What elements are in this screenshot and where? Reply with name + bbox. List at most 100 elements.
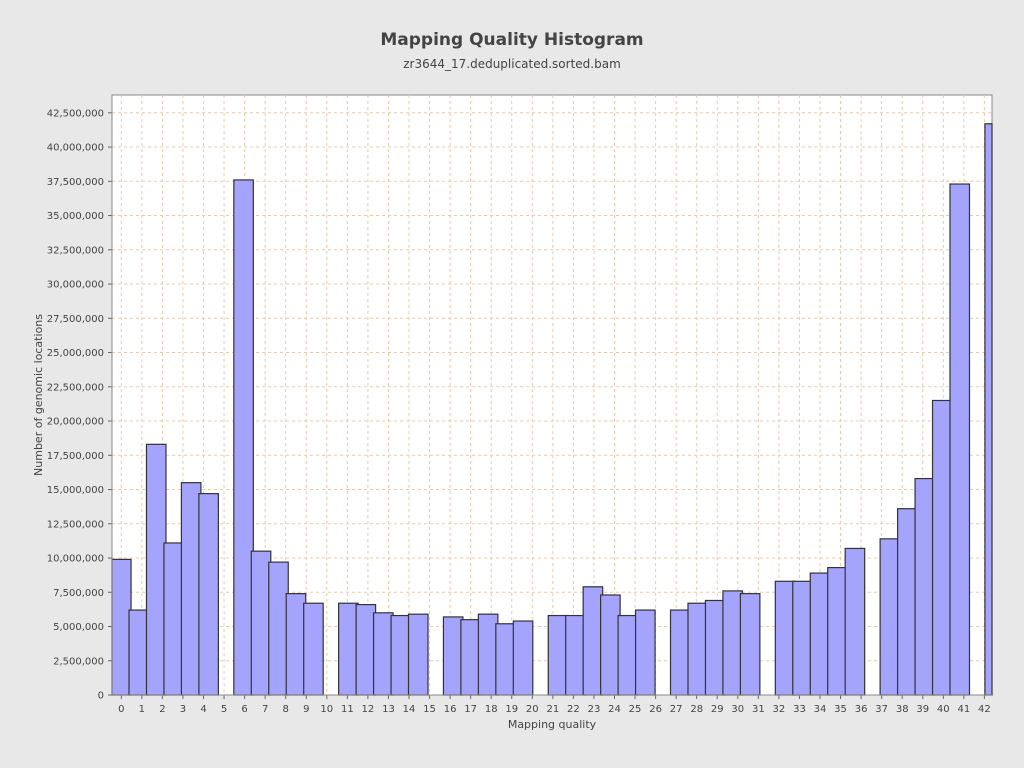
x-tick-label: 5	[221, 704, 227, 715]
x-tick-label: 14	[403, 704, 416, 715]
histogram-bar	[268, 561, 289, 696]
histogram-bar	[128, 609, 150, 696]
histogram-bar	[338, 602, 359, 696]
y-tick-label: 32,500,000	[47, 245, 104, 256]
x-tick-label: 18	[485, 704, 498, 715]
histogram-bar	[931, 399, 953, 696]
histogram-bar	[460, 619, 481, 696]
histogram-bar	[565, 614, 586, 696]
histogram-bar	[669, 609, 691, 696]
y-tick-label: 25,000,000	[47, 348, 104, 359]
x-tick-label: 17	[464, 704, 477, 715]
histogram-bar	[512, 620, 534, 696]
histogram-bar	[198, 493, 219, 696]
y-tick-label: 40,000,000	[47, 143, 104, 154]
histogram-bar	[687, 602, 709, 696]
histogram-bar	[827, 567, 848, 696]
histogram-bar	[233, 179, 254, 696]
x-tick-label: 35	[834, 704, 847, 715]
x-tick-label: 8	[283, 704, 289, 715]
histogram-bar	[600, 594, 621, 696]
x-axis-label: Mapping quality	[508, 718, 597, 731]
y-tick-label: 12,500,000	[47, 519, 104, 530]
histogram-bar	[617, 614, 639, 696]
x-tick-label: 9	[303, 704, 309, 715]
histogram-bar	[844, 547, 866, 696]
x-tick-label: 27	[670, 704, 683, 715]
x-tick-label: 19	[505, 704, 518, 715]
y-tick-label: 7,500,000	[53, 588, 104, 599]
histogram-bar	[303, 602, 324, 696]
histogram-bar	[547, 614, 569, 696]
histogram-bar	[792, 580, 813, 696]
x-tick-label: 33	[793, 704, 806, 715]
histogram-bar	[914, 477, 936, 696]
y-tick-label: 30,000,000	[47, 280, 104, 291]
histogram-bar	[407, 613, 429, 696]
x-tick-label: 20	[526, 704, 539, 715]
y-tick-label: 0	[98, 691, 104, 702]
x-tick-label: 31	[752, 704, 765, 715]
y-tick-label: 20,000,000	[47, 417, 104, 428]
x-tick-label: 38	[896, 704, 909, 715]
x-tick-label: 32	[773, 704, 786, 715]
y-tick-label: 35,000,000	[47, 211, 104, 222]
histogram-bar	[355, 603, 377, 696]
x-tick-label: 39	[916, 704, 929, 715]
x-tick-label: 25	[629, 704, 642, 715]
histogram-bar	[722, 590, 744, 696]
histogram-bar	[879, 538, 901, 696]
x-tick-label: 7	[262, 704, 268, 715]
bars	[111, 123, 993, 696]
y-tick-label: 17,500,000	[47, 451, 104, 462]
x-tick-label: 22	[567, 704, 580, 715]
x-tick-label: 10	[320, 704, 333, 715]
x-tick-label: 28	[690, 704, 703, 715]
x-tick-label: 41	[957, 704, 970, 715]
x-tick-label: 6	[241, 704, 247, 715]
y-tick-label: 27,500,000	[47, 314, 104, 325]
y-tick-label: 15,000,000	[47, 485, 104, 496]
x-tick-label: 4	[200, 704, 206, 715]
histogram-bar	[477, 613, 499, 696]
x-tick-label: 40	[937, 704, 950, 715]
chart-title: Mapping Quality Histogram	[380, 30, 644, 50]
histogram-bar	[809, 572, 831, 696]
histogram-bar	[372, 612, 394, 696]
histogram-bar	[180, 482, 202, 696]
histogram-bar	[442, 616, 464, 696]
x-tick-label: 12	[362, 704, 375, 715]
x-tick-label: 2	[159, 704, 165, 715]
y-tick-label: 37,500,000	[47, 177, 104, 188]
histogram-bar	[390, 614, 412, 696]
x-tick-label: 23	[588, 704, 601, 715]
y-tick-label: 2,500,000	[53, 656, 104, 667]
histogram-bar	[495, 623, 516, 696]
x-tick-label: 37	[875, 704, 888, 715]
x-tick-label: 0	[118, 704, 124, 715]
x-tick-label: 3	[180, 704, 186, 715]
x-tick-label: 16	[444, 704, 457, 715]
y-tick-label: 10,000,000	[47, 554, 104, 565]
x-tick-label: 11	[341, 704, 354, 715]
histogram-bar	[739, 593, 761, 696]
x-tick-label: 24	[608, 704, 621, 715]
x-tick-label: 36	[855, 704, 868, 715]
chart-subtitle: zr3644_17.deduplicated.sorted.bam	[403, 57, 621, 71]
histogram-bar	[145, 443, 167, 696]
histogram-bar	[774, 580, 796, 696]
histogram-bar	[250, 550, 272, 696]
histogram-bar	[163, 542, 185, 696]
histogram-bar	[285, 593, 307, 696]
axes: 02,500,0005,000,0007,500,00010,000,00012…	[47, 95, 992, 715]
x-tick-label: 30	[731, 704, 744, 715]
histogram-bar	[984, 123, 993, 696]
y-axis-label: Number of genomic locations	[32, 314, 45, 476]
histogram-bar	[949, 183, 971, 696]
x-tick-label: 26	[649, 704, 662, 715]
x-tick-label: 1	[139, 704, 145, 715]
histogram-bar	[634, 609, 656, 696]
histogram-bar	[111, 558, 132, 696]
histogram-bar	[582, 586, 604, 696]
